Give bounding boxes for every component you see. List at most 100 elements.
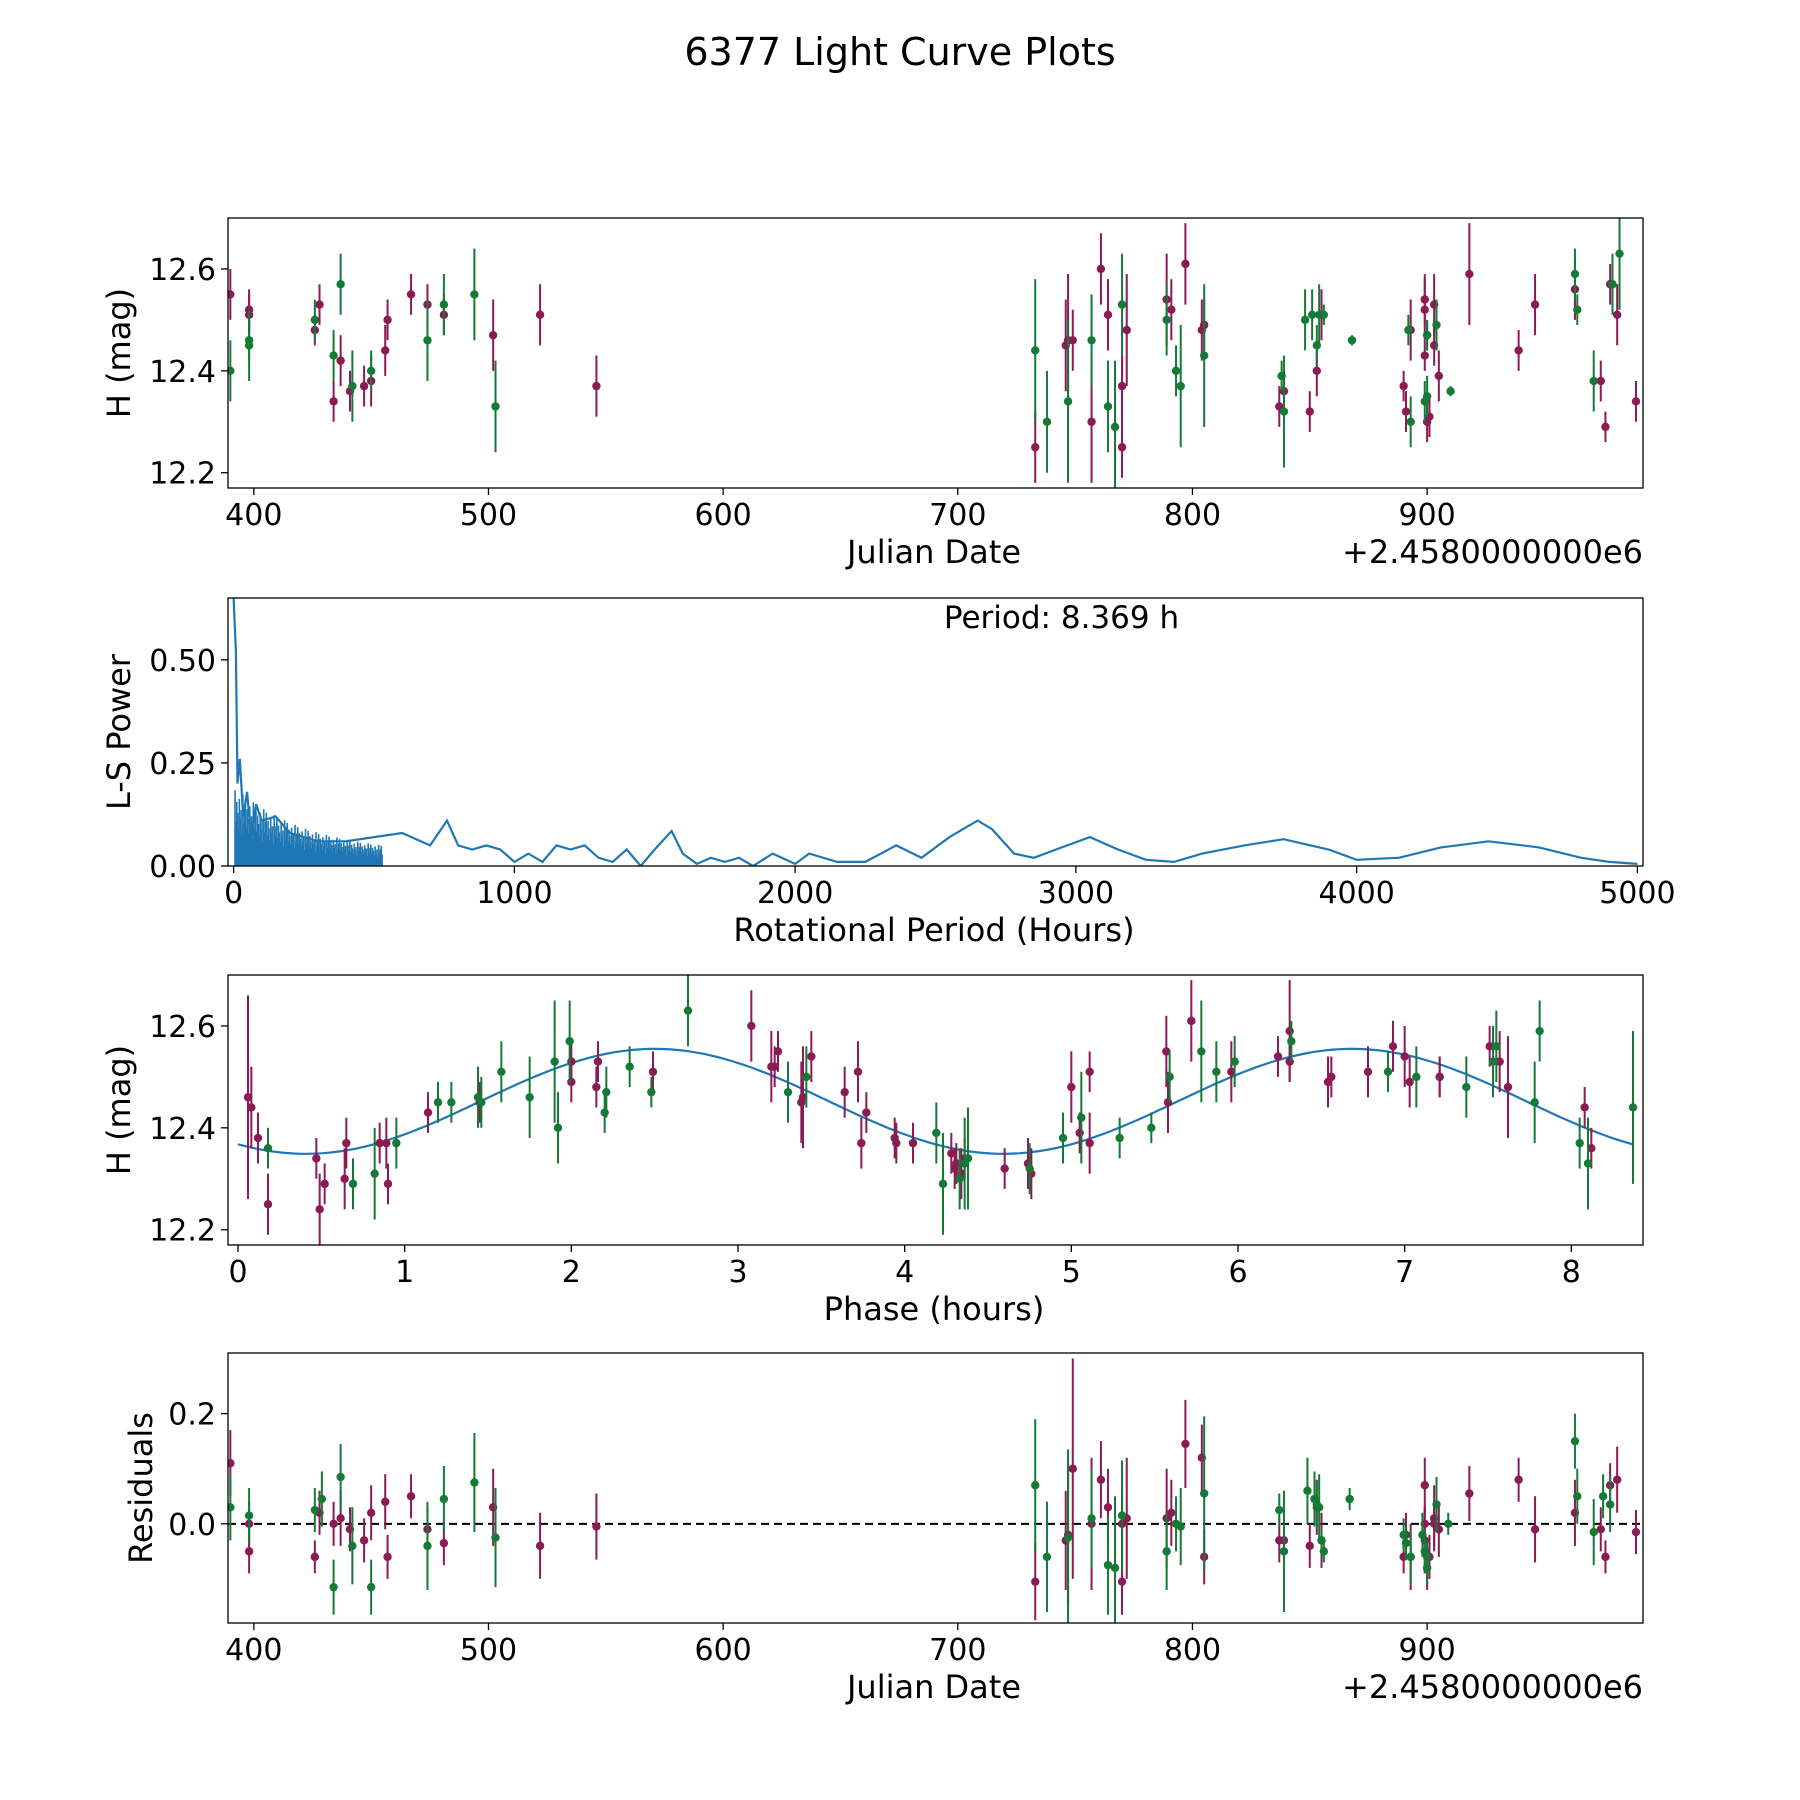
light-curve-point (1399, 381, 1408, 391)
residuals-point (336, 1514, 345, 1523)
light-curve-point (383, 315, 392, 325)
phased-curve-point (348, 1179, 358, 1189)
light-curve-point (1608, 280, 1617, 289)
phased-curve-point (853, 1067, 863, 1076)
residuals-point (1444, 1519, 1453, 1529)
light-curve-point (470, 290, 479, 299)
light-curve-point (1063, 397, 1073, 406)
light-curve-point (1176, 381, 1185, 391)
phased-curve-point (892, 1138, 901, 1148)
phased-curve-point (312, 1154, 321, 1163)
residuals-point (228, 1503, 235, 1512)
phased-curve-point (1115, 1133, 1124, 1143)
residuals-point (1589, 1527, 1598, 1537)
residuals-point (470, 1478, 479, 1487)
light-curve-point (1631, 397, 1641, 406)
light-curve-xtick-label: 400 (225, 498, 282, 533)
residuals-point (1117, 1577, 1127, 1586)
phased-curve-point (1503, 1082, 1513, 1092)
phased-curve-point (433, 1098, 443, 1107)
light-curve-xtick-label: 600 (694, 498, 751, 533)
light-curve-point (1420, 305, 1429, 314)
phased-curve-point (1400, 1052, 1409, 1061)
light-curve-xtick-label: 900 (1398, 498, 1455, 533)
phased-curve-point (1583, 1159, 1593, 1168)
phased-curve-point (1273, 1052, 1283, 1061)
phased-curve-point (1485, 1042, 1494, 1051)
light-curve-point (491, 402, 500, 411)
residuals-point (244, 1547, 254, 1556)
light-curve-panel: 400 500 600 700 800 900 12.2 12.4 12.6 Julian Dat… (100, 217, 1644, 571)
phased-curve-point (947, 1149, 956, 1158)
light-curve-point (1615, 249, 1624, 258)
phased-curve-point (1085, 1138, 1094, 1148)
residuals-point (228, 1459, 235, 1468)
light-curve-point (1612, 310, 1622, 319)
residuals-point (1406, 1552, 1415, 1562)
phased-curve-panel: 0 1 2 3 4 5 6 7 8 12.2 12.4 12.6 Phase (hours) H (mag… (100, 974, 1644, 1328)
phased-curve-point (938, 1179, 948, 1189)
residuals-point (1612, 1475, 1622, 1484)
periodogram-xtick-label: 2000 (757, 876, 833, 911)
residuals-point (1596, 1525, 1605, 1534)
phased-curve-point (383, 1179, 393, 1189)
residuals-ylabel: Residuals (122, 1412, 160, 1564)
phased-curve-point (1462, 1082, 1471, 1092)
light-curve-xtick-label: 700 (929, 498, 986, 533)
phased-curve-point (955, 1174, 964, 1183)
phased-curve-point (263, 1144, 273, 1153)
phased-curve-ytick-label: 12.4 (149, 1112, 216, 1147)
residuals-point (317, 1494, 327, 1504)
residuals-series-band-2 (228, 1413, 1615, 1623)
residuals-point (381, 1497, 390, 1506)
light-curve-point (1117, 443, 1127, 452)
phased-curve-point (1363, 1067, 1373, 1076)
phased-curve-point (423, 1108, 433, 1117)
phased-curve-point (600, 1108, 609, 1117)
phased-curve-point (382, 1138, 391, 1148)
residuals-point (491, 1533, 500, 1542)
phased-curve-point (263, 1200, 273, 1209)
phased-curve-xtick-label: 6 (1228, 1255, 1247, 1290)
residuals-point (366, 1582, 376, 1592)
light-curve-point (439, 300, 449, 309)
light-curve-point (1181, 259, 1190, 269)
phased-curve-point (783, 1087, 793, 1097)
periodogram-xtick-label: 4000 (1318, 876, 1394, 911)
residuals-point (1422, 1563, 1432, 1573)
residuals-point (439, 1538, 449, 1548)
residuals-point (423, 1541, 432, 1551)
figure-suptitle: 6377 Light Curve Plots (684, 30, 1115, 74)
light-curve-point (329, 351, 338, 360)
residuals-xtick-label: 600 (694, 1633, 751, 1668)
phased-curve-point (342, 1138, 351, 1148)
phased-curve-point (1628, 1103, 1638, 1112)
phased-curve-point (747, 1021, 756, 1031)
light-curve-point (1031, 443, 1040, 452)
residuals-frame (227, 1352, 1644, 1624)
phased-curve-point (565, 1037, 574, 1046)
residuals-point (1068, 1464, 1077, 1473)
residuals-ytick-label: 0.2 (168, 1398, 216, 1433)
light-curve-point (1446, 387, 1455, 396)
phased-curve-point (1388, 1042, 1398, 1051)
periodogram-frame (227, 597, 1644, 867)
residuals-point (310, 1505, 320, 1515)
residuals-point (1110, 1563, 1120, 1573)
phased-curve-point (253, 1133, 263, 1143)
light-curve-point (1530, 300, 1540, 309)
residuals-point (336, 1472, 345, 1482)
residuals-point (329, 1519, 338, 1529)
residuals-point (1631, 1527, 1641, 1537)
light-curve-point (310, 315, 320, 325)
phased-curve-point (592, 1082, 601, 1092)
light-curve-point (1167, 305, 1176, 314)
phased-curve-point (857, 1138, 866, 1148)
phased-curve-xtick-label: 7 (1395, 1255, 1414, 1290)
light-curve-point (1401, 407, 1411, 416)
phased-curve-point (243, 1093, 253, 1102)
phased-curve-point (550, 1057, 559, 1066)
phased-curve-point (1535, 1026, 1544, 1036)
light-curve-point (1096, 264, 1106, 274)
